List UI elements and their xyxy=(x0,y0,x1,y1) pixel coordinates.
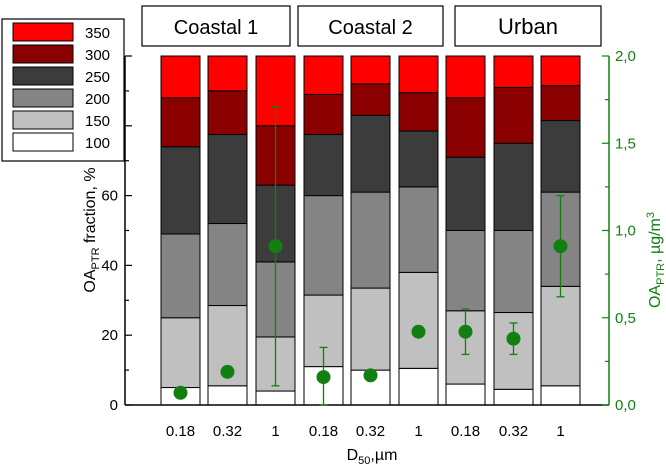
bar-segment-350-7 xyxy=(493,55,534,88)
bar-segment-350-6 xyxy=(445,55,486,99)
y2-tick-label: 1,5 xyxy=(615,135,636,152)
bar-segment-300-6 xyxy=(445,97,486,158)
x-tick-label: 0.18 xyxy=(309,423,338,440)
y-tick-label: 40 xyxy=(101,257,118,274)
y2-tick-label: 2,0 xyxy=(615,48,636,65)
bar-segment-350-0 xyxy=(160,55,201,99)
bar-segment-100-1 xyxy=(207,385,248,406)
group-header-box xyxy=(454,5,602,47)
bar-segment-350-4 xyxy=(350,55,391,85)
legend-swatch-100 xyxy=(12,132,74,152)
y2-tick-label: 0,0 xyxy=(615,397,636,414)
legend-swatch-200 xyxy=(12,88,74,108)
bar-segment-350-8 xyxy=(540,55,581,87)
y2-axis-title: OAPTR, µg/m3 xyxy=(645,212,666,308)
bar-segment-300-7 xyxy=(493,86,534,144)
bar-segment-100-7 xyxy=(493,388,534,406)
legend-label-300: 300 xyxy=(85,47,110,64)
bar-segment-150-4 xyxy=(350,287,391,371)
bar-segment-100-6 xyxy=(445,383,486,406)
bar-segment-350-3 xyxy=(303,55,344,95)
x-tick-label: 1 xyxy=(414,423,422,440)
x-tick-label: 1 xyxy=(556,423,564,440)
legend-label-200: 200 xyxy=(85,91,110,108)
y2-tick-label: 1,0 xyxy=(615,223,636,240)
bar-segment-350-5 xyxy=(398,55,439,94)
group-header-label: Urban xyxy=(498,14,558,39)
y-tick-label: 60 xyxy=(101,188,118,205)
bar-segment-250-1 xyxy=(207,134,248,225)
x-tick-label: 0.18 xyxy=(451,423,480,440)
bar-segment-300-1 xyxy=(207,90,248,136)
bar-segment-250-8 xyxy=(540,120,581,193)
data-point-oaptr-6 xyxy=(458,324,473,339)
y2-tick-label: 0,5 xyxy=(615,310,636,327)
x-tick-label: 1 xyxy=(271,423,279,440)
legend-label-150: 150 xyxy=(85,113,110,130)
data-point-oaptr-1 xyxy=(220,364,235,379)
bar-segment-200-3 xyxy=(303,195,344,296)
bar-segment-300-0 xyxy=(160,97,201,148)
bar-segment-250-5 xyxy=(398,130,439,188)
bar-segment-150-8 xyxy=(540,285,581,387)
group-header-label: Coastal 1 xyxy=(174,17,259,39)
bar-segment-200-6 xyxy=(445,230,486,312)
bar-segment-100-5 xyxy=(398,367,439,406)
bar-segment-350-1 xyxy=(207,55,248,92)
group-header-box xyxy=(297,5,444,47)
y-axis-title: OAPTR fraction, % xyxy=(82,167,102,292)
legend-label-250: 250 xyxy=(85,69,110,86)
bar-segment-300-5 xyxy=(398,92,439,132)
legend-swatch-250 xyxy=(12,66,74,86)
bar-segment-150-0 xyxy=(160,317,201,389)
bar-segment-250-0 xyxy=(160,146,201,235)
bar-segment-200-5 xyxy=(398,186,439,273)
group-header-box xyxy=(141,5,291,47)
group-header-label: Coastal 2 xyxy=(328,17,413,39)
bar-segment-200-4 xyxy=(350,191,391,289)
x-tick-label: 0.18 xyxy=(166,423,195,440)
y-tick-label: 20 xyxy=(101,327,118,344)
bar-segment-200-0 xyxy=(160,233,201,319)
bar-segment-200-1 xyxy=(207,223,248,307)
legend-label-350: 350 xyxy=(85,25,110,42)
y-tick-label: 0 xyxy=(110,397,118,414)
legend-swatch-350 xyxy=(12,22,74,42)
legend: 350 300 250 200 150 100 xyxy=(1,18,125,162)
legend-swatch-300 xyxy=(12,44,74,64)
x-axis-title: D50,µm xyxy=(347,447,398,466)
group-headers: Coastal 1 Coastal 2 Urban xyxy=(141,5,602,47)
bar-segment-100-8 xyxy=(540,385,581,406)
data-point-oaptr-7 xyxy=(506,331,521,346)
bars-layer xyxy=(160,55,581,406)
bar-segment-300-4 xyxy=(350,83,391,116)
x-tick-label: 0.32 xyxy=(499,423,528,440)
bar-segment-100-2 xyxy=(255,390,296,406)
bar-segment-300-8 xyxy=(540,85,581,122)
bar-segment-200-7 xyxy=(493,230,534,314)
data-point-oaptr-2 xyxy=(268,239,283,254)
data-point-oaptr-5 xyxy=(411,324,426,339)
bar-segment-250-6 xyxy=(445,156,486,232)
data-point-oaptr-0 xyxy=(173,385,188,400)
data-point-oaptr-8 xyxy=(553,239,568,254)
bar-segment-150-5 xyxy=(398,271,439,369)
secondary-points-layer xyxy=(173,105,568,406)
x-tick-label: 0.32 xyxy=(356,423,385,440)
bar-segment-250-3 xyxy=(303,134,344,197)
bar-segment-250-7 xyxy=(493,142,534,231)
legend-label-100: 100 xyxy=(85,135,110,152)
legend-swatch-150 xyxy=(12,110,74,130)
data-point-oaptr-4 xyxy=(363,368,378,383)
data-point-oaptr-3 xyxy=(316,370,331,385)
axis-titles: OAPTR fraction, % OAPTR, µg/m3 D50,µm xyxy=(82,167,666,466)
x-tick-label: 0.32 xyxy=(213,423,242,440)
bar-segment-250-4 xyxy=(350,114,391,193)
bar-segment-300-3 xyxy=(303,93,344,136)
